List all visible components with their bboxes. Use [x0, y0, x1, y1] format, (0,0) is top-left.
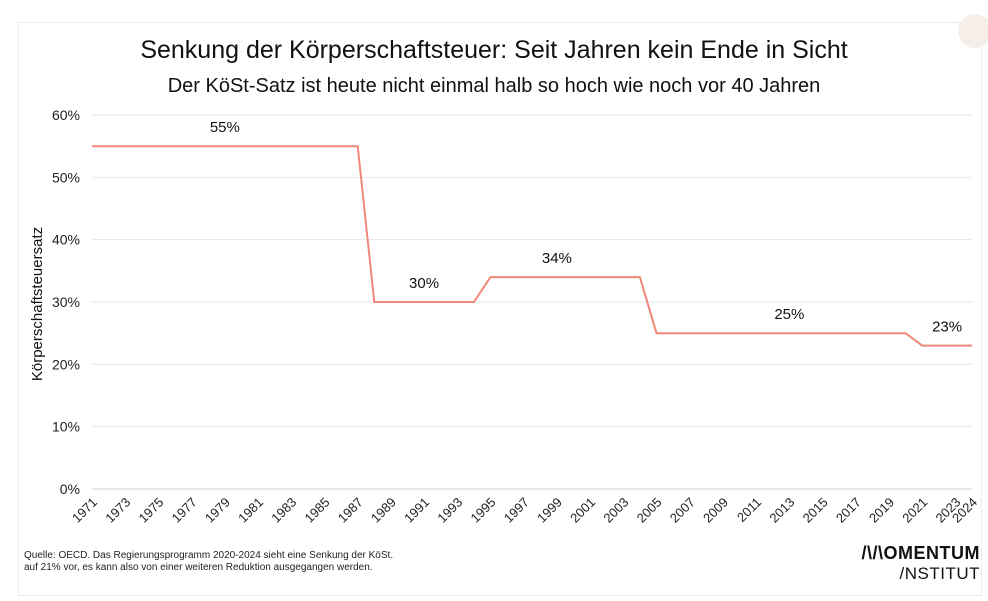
x-tick-label: 1983: [268, 495, 299, 526]
y-tick-label: 50%: [52, 169, 80, 185]
x-tick-label: 2011: [734, 495, 764, 525]
y-tick-label: 60%: [52, 107, 80, 123]
x-tick-label: 1973: [102, 495, 133, 526]
x-tick-label: 1999: [534, 495, 565, 526]
y-tick-label: 40%: [52, 232, 80, 248]
x-tick-label: 2013: [766, 495, 797, 526]
y-tick-label: 20%: [52, 356, 80, 372]
y-tick-label: 0%: [60, 481, 80, 497]
source-line-1: Quelle: OECD. Das Regierungsprogramm 202…: [24, 550, 394, 561]
x-tick-label: 1987: [335, 495, 366, 526]
momentum-logo: /\/\OMENTUM /NSTITUT: [862, 543, 981, 584]
x-tick-label: 1985: [302, 495, 333, 526]
data-label: 23%: [932, 319, 962, 336]
chart-subtitle: Der KöSt-Satz ist heute nicht einmal hal…: [167, 75, 821, 97]
x-tick-label: 1989: [368, 495, 399, 526]
data-label: 34%: [542, 250, 572, 267]
logo-subline: /NSTITUT: [899, 564, 980, 583]
x-tick-label: 2007: [667, 495, 698, 526]
logo-wordmark: /\/\OMENTUM: [861, 543, 980, 563]
chart-card: [18, 22, 982, 596]
data-label: 55%: [210, 119, 240, 136]
data-label: 30%: [409, 275, 439, 292]
y-axis-label: Körperschaftsteuersatz: [29, 227, 46, 381]
x-tick-label: 1971: [69, 495, 100, 526]
x-tick-label: 2001: [567, 495, 598, 526]
x-tick-label: 1975: [135, 495, 166, 526]
x-tick-label: 1979: [202, 495, 233, 526]
chart-title: Senkung der Körperschaftsteuer: Seit Jah…: [140, 36, 848, 64]
x-tick-label: 1977: [169, 495, 200, 526]
x-tick-label: 2021: [899, 495, 930, 526]
x-tick-label: 1997: [501, 495, 532, 526]
x-tick-label: 1995: [468, 495, 499, 526]
x-tick-label: 2009: [700, 495, 731, 526]
source-note: Quelle: OECD. Das Regierungsprogramm 202…: [24, 550, 624, 574]
y-tick-label: 10%: [52, 419, 80, 435]
x-tick-label: 1991: [401, 495, 432, 526]
x-tick-label: 2015: [800, 495, 831, 526]
x-tick-label: 2003: [600, 495, 631, 526]
x-tick-label: 2017: [833, 495, 864, 526]
x-tick-label: 2019: [866, 495, 897, 526]
x-tick-label: 1981: [235, 495, 266, 526]
corner-decoration: [958, 14, 988, 48]
y-tick-label: 30%: [52, 294, 80, 310]
source-line-2: auf 21% vor, es kann also von einer weit…: [24, 562, 373, 573]
x-tick-label: 2005: [634, 495, 665, 526]
data-label: 25%: [774, 306, 804, 323]
series-line: [92, 145, 972, 347]
x-tick-label: 1993: [434, 495, 465, 526]
